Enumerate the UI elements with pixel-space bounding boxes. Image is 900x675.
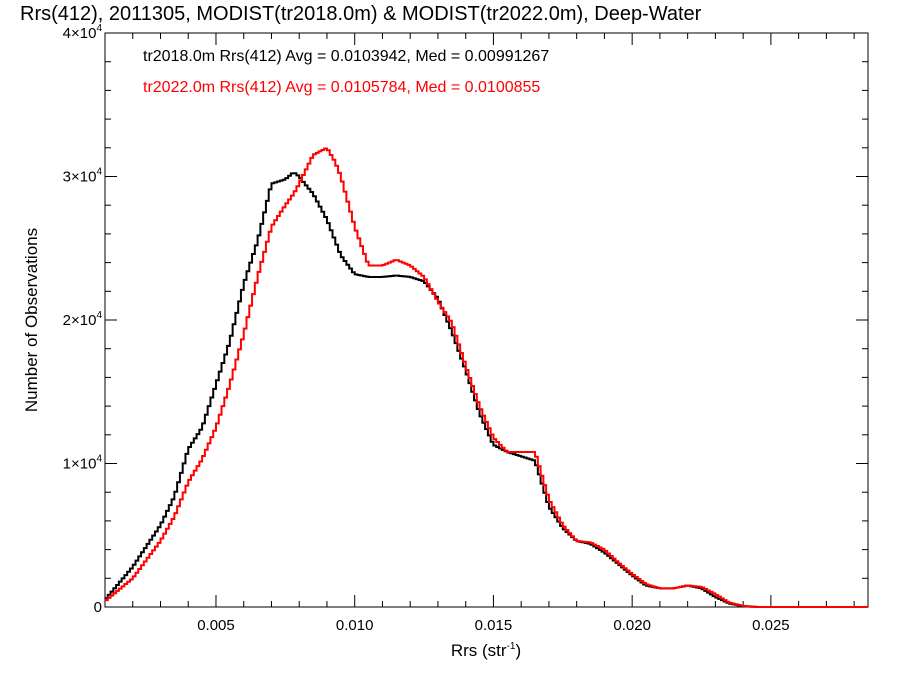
legend-entry-series-1: tr2018.0m Rrs(412) Avg = 0.0103942, Med … bbox=[143, 48, 549, 65]
x-tick-label: 0.015 bbox=[475, 617, 513, 634]
series-line-2 bbox=[105, 147, 868, 608]
x-axis-label-tail: ) bbox=[515, 641, 521, 660]
x-axis-label-exponent: -1 bbox=[507, 641, 516, 652]
legend-entry-series-2: tr2022.0m Rrs(412) Avg = 0.0105784, Med … bbox=[143, 79, 540, 96]
y-tick-label: 3×104 bbox=[63, 167, 103, 186]
y-tick-label: 0 bbox=[94, 599, 102, 616]
series-line-1 bbox=[105, 172, 868, 608]
x-tick-label: 0.025 bbox=[752, 617, 790, 634]
y-tick-label: 4×104 bbox=[63, 23, 103, 42]
x-axis-label: Rrs (str-1) bbox=[451, 641, 521, 660]
chart-title: Rrs(412), 2011305, MODIST(tr2018.0m) & M… bbox=[20, 3, 702, 25]
x-tick-label: 0.010 bbox=[336, 617, 374, 634]
x-tick-label: 0.005 bbox=[197, 617, 235, 634]
plot-frame bbox=[104, 32, 869, 608]
series-layer bbox=[105, 147, 868, 608]
x-axis-ticks: 0.005 0.010 0.015 0.020 0.025 bbox=[132, 33, 855, 634]
y-axis-ticks: 0 1×104 2×104 3×104 4×104 bbox=[63, 23, 868, 616]
y-tick-label: 1×104 bbox=[63, 454, 103, 473]
y-axis-label: Number of Observations bbox=[22, 228, 41, 412]
x-axis-label-text: Rrs (str bbox=[451, 641, 507, 660]
x-tick-label: 0.020 bbox=[613, 617, 651, 634]
y-tick-label: 2×104 bbox=[63, 310, 103, 329]
